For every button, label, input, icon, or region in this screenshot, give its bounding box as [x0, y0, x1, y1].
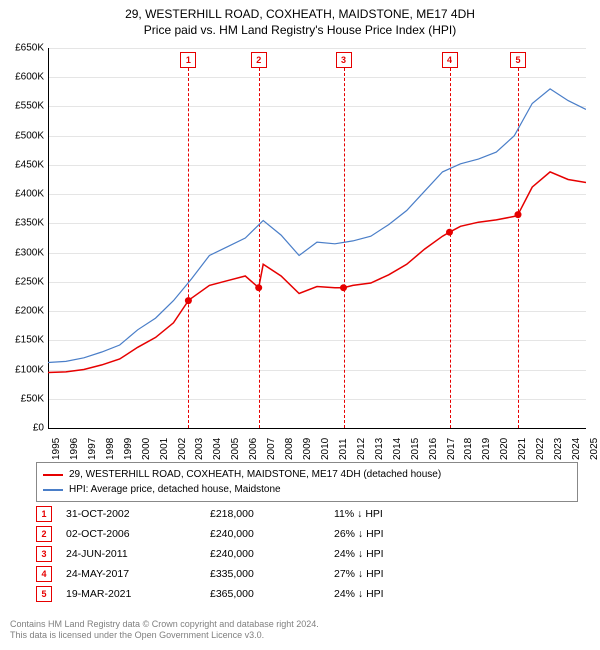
x-axis-label: 2022	[535, 438, 546, 460]
x-axis-label: 2002	[177, 438, 188, 460]
x-axis-label: 2013	[374, 438, 385, 460]
sale-row-marker: 4	[36, 566, 52, 582]
legend-swatch-property	[43, 474, 63, 476]
sale-marker-dot	[185, 297, 192, 304]
x-axis-label: 2015	[410, 438, 421, 460]
x-axis-label: 2016	[428, 438, 439, 460]
y-axis-label: £600K	[15, 72, 44, 83]
sale-marker-dot	[446, 229, 453, 236]
sale-marker-flag: 5	[510, 52, 526, 68]
sale-delta: 11% ↓ HPI	[334, 508, 444, 520]
legend-swatch-hpi	[43, 489, 63, 491]
sale-price: £240,000	[210, 548, 320, 560]
legend-row-hpi: HPI: Average price, detached house, Maid…	[43, 482, 571, 497]
sale-marker-flag: 2	[251, 52, 267, 68]
series-hpi	[48, 89, 586, 363]
sale-row-marker: 5	[36, 586, 52, 602]
y-axis-label: £400K	[15, 189, 44, 200]
y-axis-label: £100K	[15, 364, 44, 375]
y-axis-label: £200K	[15, 306, 44, 317]
chart-container: 29, WESTERHILL ROAD, COXHEATH, MAIDSTONE…	[0, 0, 600, 650]
legend-label-property: 29, WESTERHILL ROAD, COXHEATH, MAIDSTONE…	[69, 467, 441, 482]
sale-date: 24-JUN-2011	[66, 548, 196, 560]
sale-marker-dot	[255, 284, 262, 291]
chart-area: £0£50K£100K£150K£200K£250K£300K£350K£400…	[48, 48, 586, 428]
sale-delta: 27% ↓ HPI	[334, 568, 444, 580]
sale-date: 02-OCT-2006	[66, 528, 196, 540]
x-axis-label: 1995	[51, 438, 62, 460]
x-axis-label: 2025	[589, 438, 600, 460]
x-axis-label: 1998	[105, 438, 116, 460]
x-axis-label: 2019	[481, 438, 492, 460]
y-axis-label: £0	[33, 423, 44, 434]
x-axis-label: 2006	[248, 438, 259, 460]
sale-date: 31-OCT-2002	[66, 508, 196, 520]
x-axis-label: 2017	[446, 438, 457, 460]
x-axis-label: 2011	[338, 438, 349, 460]
sale-row: 4 24-MAY-2017 £335,000 27% ↓ HPI	[36, 564, 564, 584]
x-axis-label: 2023	[553, 438, 564, 460]
sale-date: 19-MAR-2021	[66, 588, 196, 600]
x-axis-label: 2000	[141, 438, 152, 460]
legend: 29, WESTERHILL ROAD, COXHEATH, MAIDSTONE…	[36, 462, 578, 502]
sale-marker-dot	[515, 211, 522, 218]
y-axis-label: £350K	[15, 218, 44, 229]
y-axis-label: £650K	[15, 43, 44, 54]
x-axis-label: 2014	[392, 438, 403, 460]
y-axis-label: £250K	[15, 276, 44, 287]
sale-row-marker: 1	[36, 506, 52, 522]
x-axis-label: 2020	[499, 438, 510, 460]
sale-row: 1 31-OCT-2002 £218,000 11% ↓ HPI	[36, 504, 564, 524]
sale-row: 2 02-OCT-2006 £240,000 26% ↓ HPI	[36, 524, 564, 544]
x-axis-label: 2008	[284, 438, 295, 460]
y-axis-label: £150K	[15, 335, 44, 346]
y-axis-label: £500K	[15, 130, 44, 141]
y-axis-label: £50K	[21, 393, 44, 404]
x-axis-label: 2003	[194, 438, 205, 460]
x-axis-label: 1997	[87, 438, 98, 460]
sale-price: £218,000	[210, 508, 320, 520]
x-axis-label: 2001	[159, 438, 170, 460]
series-property	[48, 172, 586, 373]
x-axis-label: 2010	[320, 438, 331, 460]
sale-price: £335,000	[210, 568, 320, 580]
x-axis-label: 2007	[266, 438, 277, 460]
footer-line1: Contains HM Land Registry data © Crown c…	[10, 619, 319, 631]
x-axis-label: 2018	[463, 438, 474, 460]
y-axis-label: £450K	[15, 159, 44, 170]
legend-row-property: 29, WESTERHILL ROAD, COXHEATH, MAIDSTONE…	[43, 467, 571, 482]
x-axis-label: 2004	[212, 438, 223, 460]
sale-marker-dot	[340, 284, 347, 291]
footer: Contains HM Land Registry data © Crown c…	[10, 619, 319, 642]
sale-row-marker: 3	[36, 546, 52, 562]
sale-delta: 24% ↓ HPI	[334, 548, 444, 560]
x-axis-label: 1996	[69, 438, 80, 460]
title-line1: 29, WESTERHILL ROAD, COXHEATH, MAIDSTONE…	[0, 6, 600, 22]
sale-marker-flag: 4	[442, 52, 458, 68]
y-axis-label: £550K	[15, 101, 44, 112]
sale-row-marker: 2	[36, 526, 52, 542]
sale-delta: 26% ↓ HPI	[334, 528, 444, 540]
sale-row: 3 24-JUN-2011 £240,000 24% ↓ HPI	[36, 544, 564, 564]
sale-delta: 24% ↓ HPI	[334, 588, 444, 600]
title-block: 29, WESTERHILL ROAD, COXHEATH, MAIDSTONE…	[0, 0, 600, 38]
sale-row: 5 19-MAR-2021 £365,000 24% ↓ HPI	[36, 584, 564, 604]
chart-svg	[48, 48, 586, 428]
y-axis-label: £300K	[15, 247, 44, 258]
legend-label-hpi: HPI: Average price, detached house, Maid…	[69, 482, 281, 497]
x-axis-label: 2024	[571, 438, 582, 460]
x-axis-label: 1999	[123, 438, 134, 460]
x-axis-label: 2009	[302, 438, 313, 460]
sale-price: £240,000	[210, 528, 320, 540]
sale-date: 24-MAY-2017	[66, 568, 196, 580]
sale-marker-flag: 1	[180, 52, 196, 68]
x-axis-label: 2005	[230, 438, 241, 460]
sales-table: 1 31-OCT-2002 £218,000 11% ↓ HPI 2 02-OCT-200…	[36, 504, 564, 604]
sale-price: £365,000	[210, 588, 320, 600]
sale-marker-flag: 3	[336, 52, 352, 68]
footer-line2: This data is licensed under the Open Gov…	[10, 630, 319, 642]
x-axis-label: 2012	[356, 438, 367, 460]
x-axis-label: 2021	[517, 438, 528, 460]
title-line2: Price paid vs. HM Land Registry's House …	[0, 22, 600, 38]
